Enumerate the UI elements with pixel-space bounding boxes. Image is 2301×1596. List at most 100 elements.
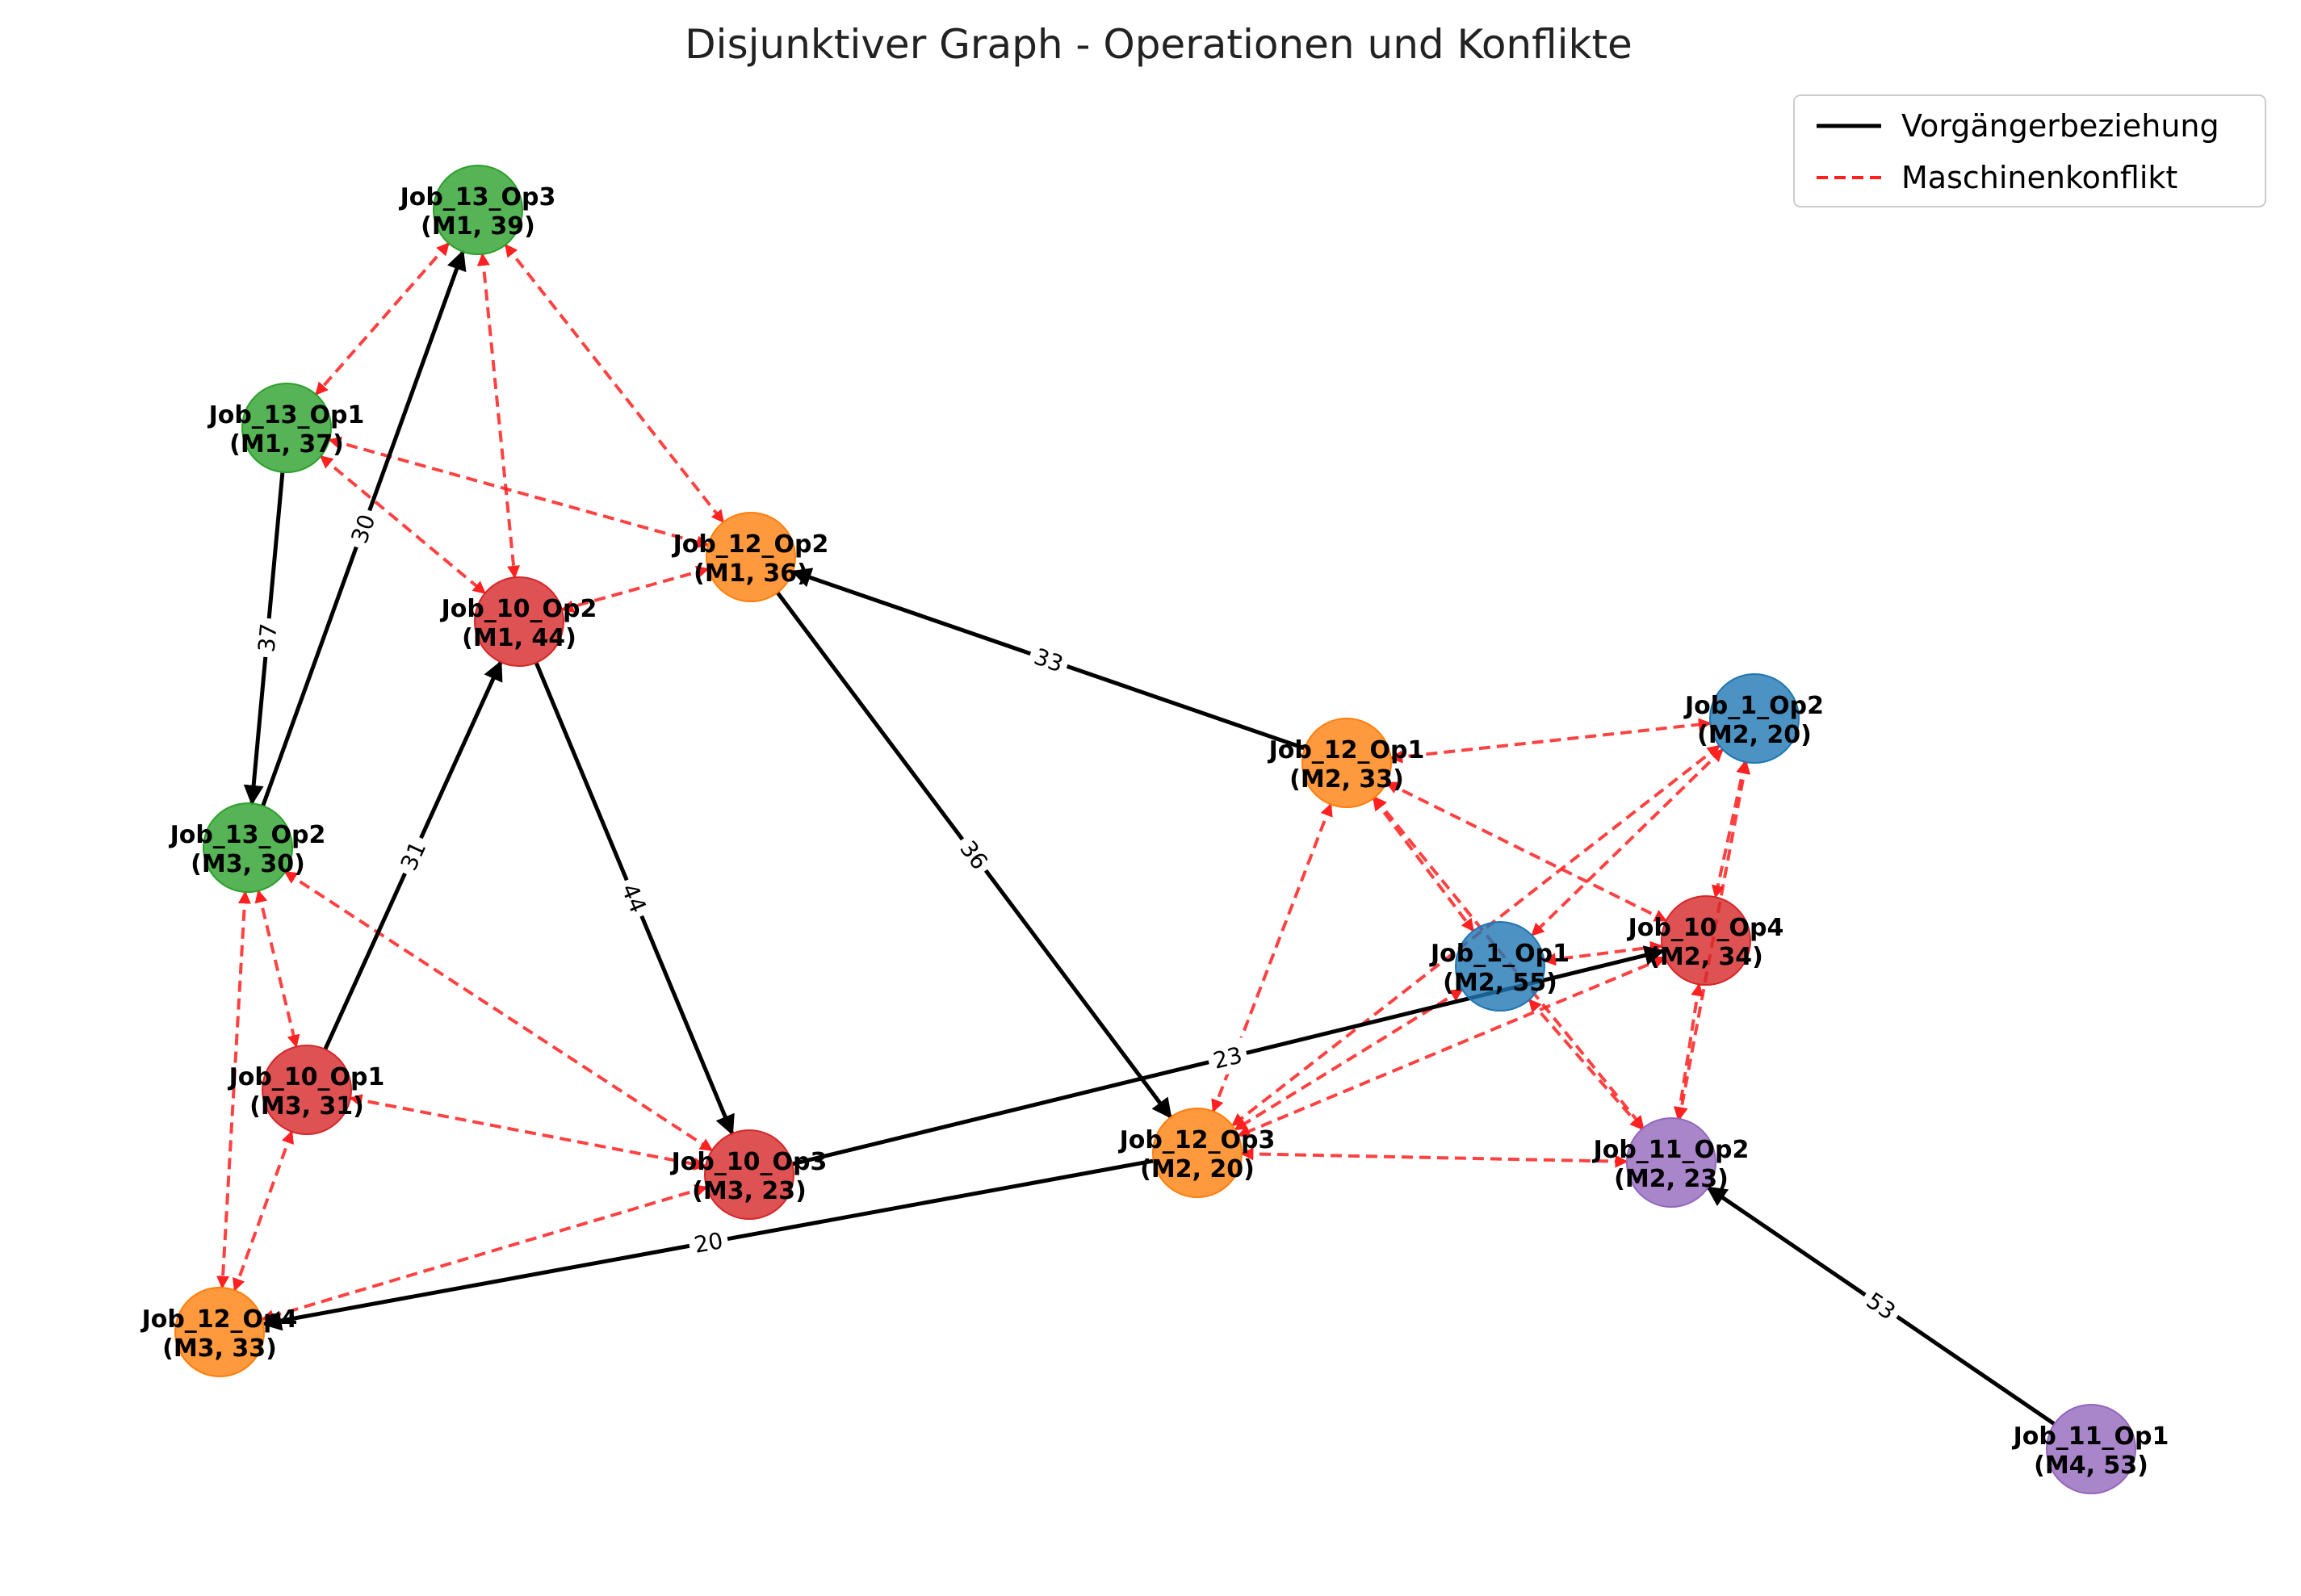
node-circle <box>1455 921 1545 1012</box>
node-label-name: Job_12_Op2 <box>672 530 829 559</box>
node-label-machine: (M3, 33) <box>162 1334 277 1363</box>
edge-label-bg <box>949 829 999 881</box>
edge-label-bg <box>686 1223 731 1262</box>
node-circle <box>1626 1117 1716 1208</box>
node-label-name: Job_12_Op4 <box>140 1305 298 1334</box>
node-Job_10_Op2: Job_10_Op2(M1, 44) <box>440 576 597 667</box>
legend-precedence-label: Vorgängerbeziehung <box>1901 108 2219 144</box>
node-label-machine: (M1, 37) <box>229 430 344 459</box>
node-circle <box>203 802 293 893</box>
node-label-machine: (M3, 30) <box>191 850 305 878</box>
legend-box <box>1793 94 2266 207</box>
edge-label-text: 37 <box>253 622 282 654</box>
node-circle <box>1152 1108 1243 1198</box>
node-label-name: Job_11_Op2 <box>1592 1136 1750 1164</box>
node-label-machine: (M1, 44) <box>462 624 576 652</box>
node-label-name: Job_12_Op1 <box>1268 736 1425 764</box>
edge-label-bg <box>249 617 286 659</box>
node-Job_12_Op2: Job_12_Op2(M1, 36) <box>672 512 829 602</box>
conflict-edge-Job_12_Op1-Job_10_Op4 <box>1385 781 1668 923</box>
node-Job_10_Op1: Job_10_Op1(M3, 31) <box>228 1045 384 1135</box>
node-label-name: Job_1_Op1 <box>1429 940 1570 968</box>
node-label-machine: (M2, 20) <box>1697 721 1812 749</box>
node-Job_11_Op2: Job_11_Op2(M2, 23) <box>1592 1117 1750 1208</box>
operation-nodes: Job_13_Op3(M1, 39)Job_13_Op1(M1, 37)Job_… <box>140 165 2169 1494</box>
conflict-edge-Job_10_Op4-Job_11_Op2 <box>1673 982 1704 1121</box>
node-label-name: Job_10_Op3 <box>670 1148 828 1176</box>
edge-label-bg <box>1205 1037 1251 1079</box>
node-circle <box>1709 673 1800 764</box>
edge-label-bg <box>390 831 436 881</box>
conflict-edge-Job_10_Op1-Job_10_Op3 <box>349 1094 707 1171</box>
conflict-edge-Job_12_Op3-Job_11_Op2 <box>1240 1147 1628 1168</box>
conflict-edge-Job_13_Op3-Job_13_Op1 <box>314 242 451 396</box>
edge-label-text: 20 <box>692 1227 725 1259</box>
node-label-machine: (M2, 34) <box>1649 943 1763 971</box>
edge-label-33: 33 <box>1025 638 1073 682</box>
edge-label-23: 23 <box>1205 1037 1251 1079</box>
conflict-edge-Job_12_Op2-Job_10_Op2 <box>560 565 710 614</box>
node-circle <box>474 576 564 667</box>
node-label-name: Job_13_Op1 <box>207 401 365 429</box>
node-Job_13_Op3: Job_13_Op3(M1, 39) <box>399 165 556 255</box>
node-circle <box>2046 1404 2136 1494</box>
node-Job_13_Op1: Job_13_Op1(M1, 37) <box>207 383 365 473</box>
node-circle <box>1661 895 1751 986</box>
edge-label-bg <box>1855 1281 1907 1330</box>
node-label-name: Job_13_Op2 <box>169 821 326 849</box>
conflict-edge-Job_13_Op3-Job_12_Op2 <box>504 243 725 524</box>
edge-label-bg <box>1025 638 1073 682</box>
node-Job_1_Op1: Job_1_Op1(M2, 55) <box>1429 921 1570 1012</box>
node-label-name: Job_12_Op3 <box>1118 1126 1276 1154</box>
node-circle <box>433 165 523 255</box>
conflict-edge-Job_10_Op4-Job_12_Op3 <box>1237 956 1666 1137</box>
conflict-edge-Job_13_Op3-Job_10_Op2 <box>476 253 521 579</box>
node-label-machine: (M2, 23) <box>1614 1165 1729 1193</box>
node-Job_10_Op3: Job_10_Op3(M3, 23) <box>670 1129 828 1220</box>
node-circle <box>704 1129 794 1220</box>
node-label-name: Job_10_Op4 <box>1627 914 1784 942</box>
node-circle <box>174 1287 265 1377</box>
node-circle <box>262 1045 352 1135</box>
conflict-edge-Job_13_Op2-Job_10_Op3 <box>283 870 714 1152</box>
node-label-machine: (M1, 39) <box>421 212 535 241</box>
node-Job_12_Op3: Job_12_Op3(M2, 20) <box>1118 1108 1276 1198</box>
conflict-edge-Job_13_Op2-Job_12_Op4 <box>216 890 251 1289</box>
node-label-name: Job_11_Op1 <box>2012 1422 2169 1451</box>
edge-label-36: 36 <box>949 829 999 881</box>
conflict-edge-Job_13_Op1-Job_12_Op2 <box>328 436 710 549</box>
edge-label-53: 53 <box>1855 1281 1907 1330</box>
conflict-edge-Job_1_Op1-Job_12_Op3 <box>1234 988 1464 1131</box>
conflict-edge-Job_12_Op1-Job_1_Op2 <box>1389 718 1712 764</box>
edge-label-37: 37 <box>249 617 286 659</box>
node-Job_11_Op1: Job_11_Op1(M4, 53) <box>2012 1404 2169 1494</box>
node-circle <box>1301 718 1392 808</box>
edge-label-20: 20 <box>686 1223 731 1262</box>
conflict-edge-Job_10_Op1-Job_12_Op4 <box>232 1130 295 1292</box>
edge-label-text: 23 <box>1210 1041 1244 1074</box>
edge-label-bg <box>611 873 657 923</box>
node-Job_13_Op2: Job_13_Op2(M3, 30) <box>169 802 326 893</box>
node-label-machine: (M1, 36) <box>694 559 808 588</box>
node-label-machine: (M3, 31) <box>249 1092 364 1121</box>
node-Job_10_Op4: Job_10_Op4(M2, 34) <box>1627 895 1784 986</box>
conflict-edge-Job_10_Op3-Job_12_Op4 <box>261 1184 708 1322</box>
chart-title: Disjunktiver Graph - Operationen und Kon… <box>685 21 1632 68</box>
edge-label-bg <box>341 505 385 553</box>
conflict-edge-Job_1_Op2-Job_10_Op4 <box>1711 760 1750 899</box>
node-Job_12_Op4: Job_12_Op4(M3, 33) <box>140 1287 298 1377</box>
edge-labels: 37 30 31 44 23 33 36 20 53 <box>249 505 1907 1330</box>
node-circle <box>241 383 332 473</box>
node-Job_1_Op2: Job_1_Op2(M2, 20) <box>1683 673 1824 764</box>
conflict-edge-Job_13_Op1-Job_10_Op2 <box>319 455 487 595</box>
node-label-name: Job_13_Op3 <box>399 183 556 212</box>
edge-label-31: 31 <box>390 831 436 881</box>
node-circle <box>706 512 796 602</box>
node-label-machine: (M2, 33) <box>1289 765 1404 794</box>
legend-conflict-label: Maschinenkonflikt <box>1901 160 2177 195</box>
conflict-edge-Job_1_Op1-Job_11_Op2 <box>1528 999 1644 1130</box>
node-Job_12_Op1: Job_12_Op1(M2, 33) <box>1268 718 1425 808</box>
edge-label-44: 44 <box>611 873 657 923</box>
edge-label-30: 30 <box>341 505 385 553</box>
